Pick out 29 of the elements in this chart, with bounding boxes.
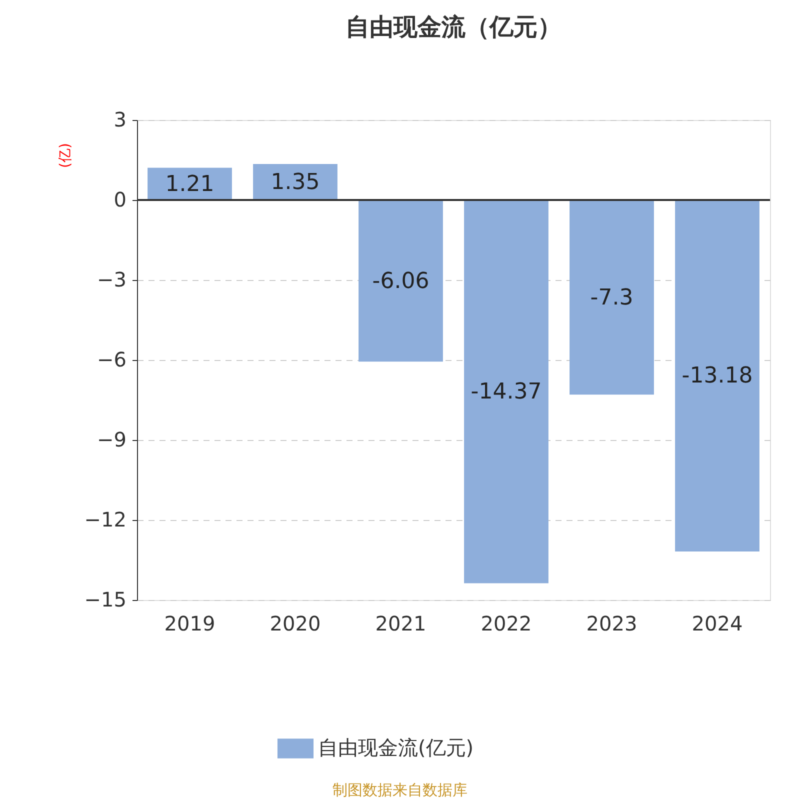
text: 制图数据来自数据库 xyxy=(332,781,468,799)
y-tick-label: −6 xyxy=(97,348,126,372)
data-label: 1.21 xyxy=(165,172,214,197)
x-tick-label: 2021 xyxy=(375,612,426,636)
y-tick-label: −9 xyxy=(97,428,126,452)
x-tick-label: 2022 xyxy=(480,612,532,636)
bar xyxy=(464,200,548,584)
y-tick-label: −15 xyxy=(84,588,126,612)
x-tick-label: 2019 xyxy=(164,612,216,636)
y-tick-label: 0 xyxy=(114,188,126,212)
bar xyxy=(675,200,760,552)
x-tick-label: 2020 xyxy=(270,612,321,636)
data-label: -14.37 xyxy=(470,380,542,405)
bar xyxy=(253,164,338,200)
legend-label: 自由现金流(亿元) xyxy=(318,736,474,760)
bar xyxy=(570,200,654,395)
bar xyxy=(358,200,443,362)
y-tick-label: −3 xyxy=(97,268,126,292)
data-label: -7.3 xyxy=(590,285,634,310)
bar xyxy=(148,168,232,200)
y-axis-title: (亿) xyxy=(58,143,74,168)
data-label: -13.18 xyxy=(682,364,753,389)
x-tick-label: 2024 xyxy=(692,612,743,636)
data-label: -6.06 xyxy=(372,268,430,294)
y-tick-label: 3 xyxy=(114,108,126,132)
y-tick-label: −12 xyxy=(84,508,126,532)
chart-title: 自由现金流（亿元） xyxy=(346,13,562,41)
x-tick-label: 2023 xyxy=(586,612,638,636)
data-label: 1.35 xyxy=(270,170,320,195)
